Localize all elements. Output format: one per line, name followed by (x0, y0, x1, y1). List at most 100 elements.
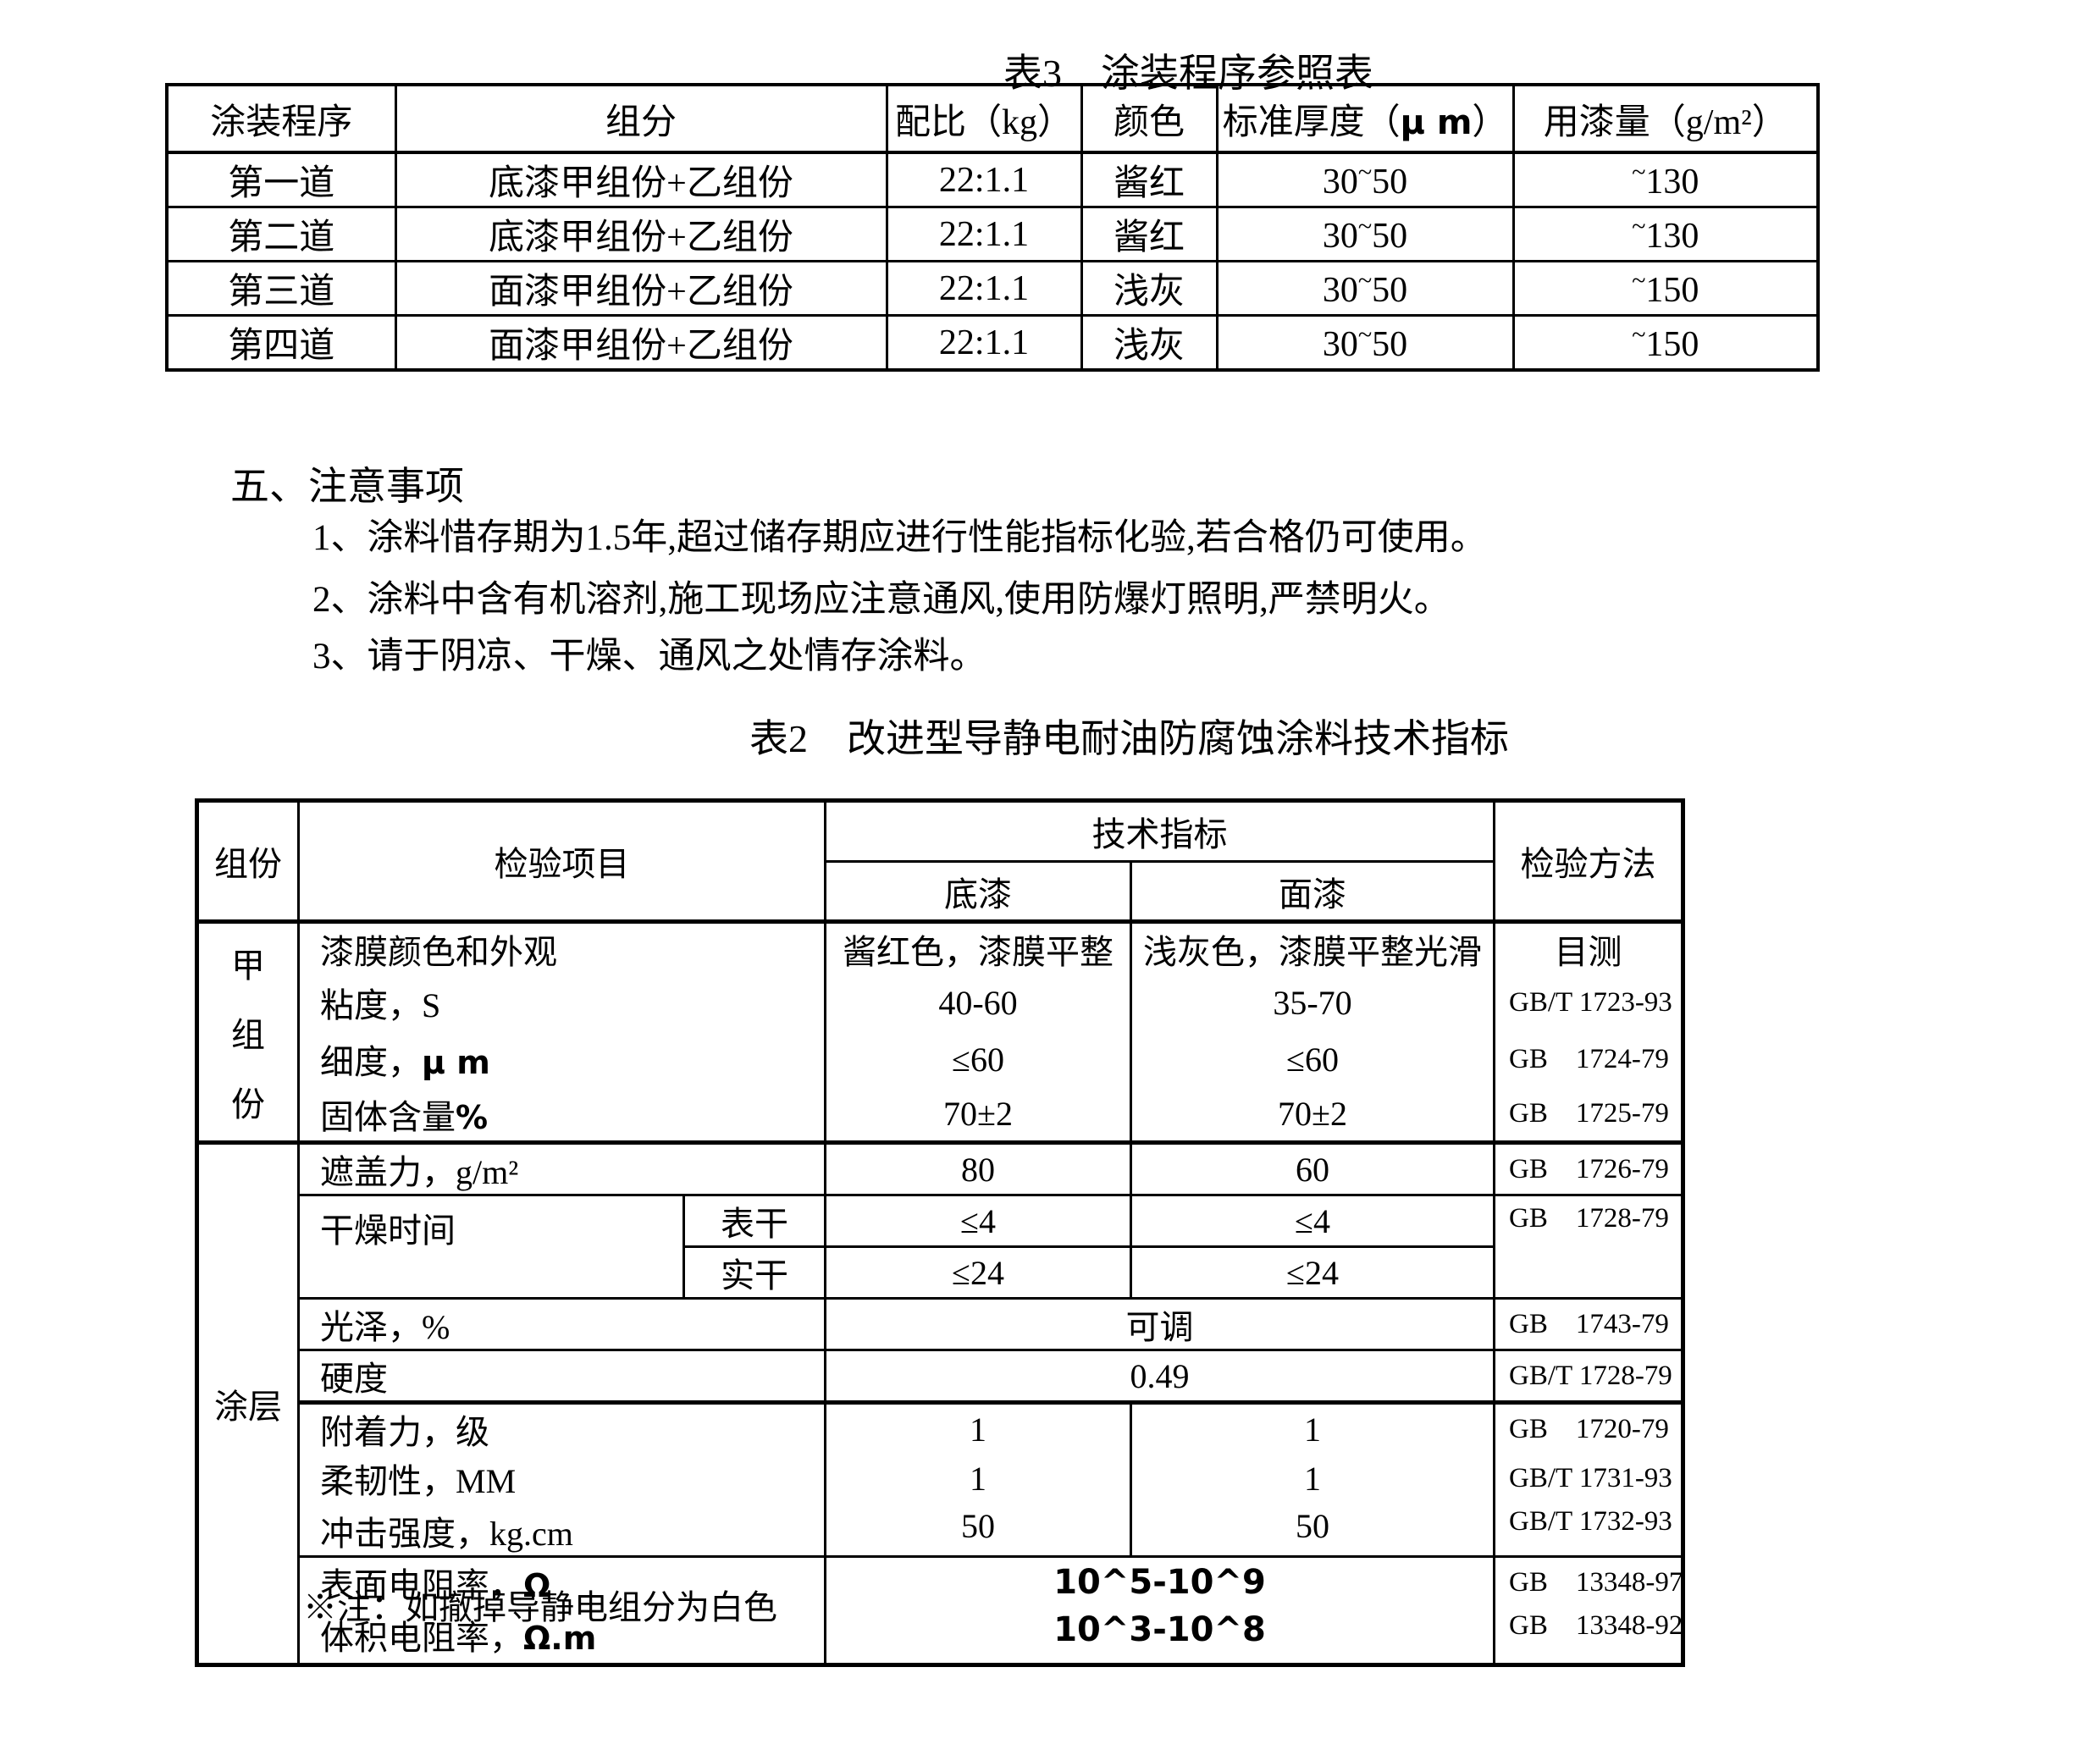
t2-primer-value: 40-60 (824, 974, 1131, 1031)
t2-method: GB 1725-79 (1493, 1087, 1683, 1143)
t3-cell-component: 底漆甲组份+乙组份 (394, 151, 888, 208)
t2-shared-value: 0.49 (824, 1349, 1495, 1403)
t2-item: 柔韧性，MM (297, 1454, 826, 1503)
tilde-mark: ~ (1632, 212, 1646, 240)
t2-header-method: 检验方法 (1493, 799, 1683, 922)
table-row: 附着力，级 1 1 GB 1720-79 (197, 1400, 1683, 1454)
table-row: 干燥时间 表干 ≤4 ≤4 GB 1728-79 (197, 1194, 1683, 1299)
table-row: 涂层 遮盖力，g/m² 80 60 GB 1726-79 (196, 1140, 1683, 1664)
t3-cell-ratio: 22:1.1 (885, 151, 1083, 208)
t2-shared-value: 可调 (824, 1297, 1495, 1350)
table-row: 细度，μ m ≤60 ≤60 GB 1724-79 (197, 1030, 1683, 1088)
t2-item: 冲击强度，kg.cm (297, 1503, 826, 1557)
t3-header-ratio: 配比（kg） (885, 83, 1083, 154)
t2-primer-value: ≤4 (824, 1194, 1131, 1247)
table2-title: 表2 改进型导静电耐油防腐蚀涂料技术指标 (749, 717, 1509, 760)
t2-item: 表面电阻率，Ω (297, 1555, 826, 1607)
note-item-1: 1、涂料惜存期为1.5年,超过储存期应进行性能指标化验,若合格仍可使用。 (312, 518, 1487, 558)
t3-cell-amount: ~150 (1511, 260, 1820, 317)
t2-item: 光泽，% (297, 1297, 826, 1350)
table-row: 甲 组 份 漆膜颜色和外观 酱红色，漆膜平整 浅灰色，漆膜平整光滑 目测 (196, 919, 1683, 1143)
t2-method: GB 1728-79 (1493, 1194, 1683, 1299)
t2-item: 体积电阻率，Ω.m (297, 1607, 826, 1664)
t2-primer-value: ≤24 (824, 1245, 1131, 1299)
t2-topcoat-value: 50 (1130, 1503, 1495, 1557)
t2-method: GB/T 1728-79 (1493, 1349, 1683, 1403)
t3-cell-amount: ~150 (1511, 314, 1820, 372)
t2-primer-value: 70±2 (824, 1087, 1131, 1143)
t2-method: GB 13348-97 (1493, 1555, 1683, 1607)
t2-primer-value: 1 (824, 1400, 1131, 1454)
table-row: 表面电阻率，Ω 10^5-10^9 GB 13348-97 (197, 1555, 1683, 1607)
table-row: 体积电阻率，Ω.m 10^3-10^8 GB 13348-92 (197, 1607, 1683, 1664)
t2-primer-value: 1 (824, 1454, 1131, 1503)
t3-cell-thickness: 30~50 (1215, 260, 1515, 317)
t2-method: GB 1743-79 (1493, 1297, 1683, 1350)
t2-topcoat-value: 70±2 (1130, 1087, 1495, 1143)
t3-cell-thickness: 30~50 (1215, 151, 1515, 208)
table-row: 光泽，% 可调 GB 1743-79 (197, 1297, 1683, 1350)
table-row: 第二道 底漆甲组份+乙组份 22:1.1 酱红 30~50 ~130 (165, 206, 1820, 262)
t3-cell-procedure: 第三道 (165, 260, 397, 317)
micron-unit: μ m (1400, 102, 1473, 142)
t2-sublabel-hard-dry: 实干 (682, 1245, 826, 1299)
t3-header-color: 颜色 (1080, 83, 1219, 154)
t2-primer-value: 80 (824, 1140, 1131, 1195)
t2-topcoat-value: ≤4 (1130, 1194, 1495, 1247)
t2-topcoat-value: 1 (1130, 1400, 1495, 1454)
group-a-label: 甲 组 份 (196, 919, 299, 1143)
t2-sublabel-surface-dry: 表干 (682, 1194, 826, 1247)
t3-cell-ratio: 22:1.1 (885, 206, 1083, 262)
tilde-mark: ~ (1632, 266, 1646, 295)
t3-cell-component: 面漆甲组份+乙组份 (394, 314, 888, 372)
micron-unit: μ m (422, 1044, 490, 1081)
percent-unit: % (456, 1098, 489, 1136)
t3-cell-ratio: 22:1.1 (885, 260, 1083, 317)
table-row: 冲击强度，kg.cm 50 50 GB/T 1732-93 (197, 1503, 1683, 1557)
t2-header-topcoat: 面漆 (1130, 860, 1495, 922)
t3-cell-color: 酱红 (1080, 206, 1219, 262)
t3-header-amount: 用漆量（g/m²） (1511, 83, 1820, 154)
table-row: 硬度 0.49 GB/T 1728-79 (197, 1349, 1683, 1403)
thickness-label-pre: 标准厚度（ (1222, 102, 1401, 142)
t2-method: 目测 (1493, 919, 1683, 974)
note-item-3: 3、请于阴凉、干燥、通风之处情存涂料。 (312, 637, 986, 676)
t3-header-component: 组分 (394, 83, 888, 154)
t3-header-procedure: 涂装程序 (165, 83, 397, 154)
table-header-row: 组份 检验项目 技术指标 检验方法 (196, 799, 1683, 922)
t2-method: GB 13348-92 (1493, 1607, 1683, 1664)
t2-item: 固体含量% (297, 1087, 826, 1143)
tilde-mark: ~ (1632, 320, 1646, 349)
table-row: 柔韧性，MM 1 1 GB/T 1731-93 (197, 1454, 1683, 1503)
t2-topcoat-value: 1 (1130, 1454, 1495, 1503)
tilde-mark: ~ (1357, 157, 1373, 186)
table-row: 实干 ≤24 ≤24 (197, 1245, 1683, 1299)
t2-topcoat-value: ≤60 (1130, 1030, 1495, 1088)
table-row: 粘度，S 40-60 35-70 GB/T 1723-93 (197, 974, 1683, 1031)
table-row: 第四道 面漆甲组份+乙组份 22:1.1 浅灰 30~50 ~150 (165, 314, 1820, 372)
t3-cell-amount: ~130 (1511, 151, 1820, 208)
group-a-char: 份 (231, 1085, 265, 1123)
t3-header-thickness: 标准厚度（μ m） (1215, 83, 1515, 154)
tilde-mark: ~ (1632, 157, 1646, 186)
t2-method: GB/T 1723-93 (1493, 974, 1683, 1031)
ohm-meter-unit: Ω.m (523, 1620, 597, 1657)
t2-topcoat-value: 35-70 (1130, 974, 1495, 1031)
t2-method: GB 1726-79 (1493, 1140, 1683, 1195)
t3-cell-ratio: 22:1.1 (885, 314, 1083, 372)
tilde-mark: ~ (1357, 266, 1373, 295)
t2-primer-value: 50 (824, 1503, 1131, 1557)
tilde-mark: ~ (1357, 212, 1373, 240)
technical-index-table: 组份 检验项目 技术指标 检验方法 底漆 面漆 甲 组 份 漆膜颜色和外观 酱红… (195, 798, 1685, 1667)
table-row: 固体含量% 70±2 70±2 GB 1725-79 (197, 1087, 1683, 1143)
t2-topcoat-value: 60 (1130, 1140, 1495, 1195)
t2-method: GB/T 1732-93 (1493, 1503, 1683, 1557)
t3-cell-procedure: 第四道 (165, 314, 397, 372)
table-row: 第一道 底漆甲组份+乙组份 22:1.1 酱红 30~50 ~130 (165, 151, 1820, 208)
table-header-subrow: 底漆 面漆 (197, 860, 1683, 922)
t2-item: 附着力，级 (297, 1400, 826, 1454)
ohm-unit: Ω (523, 1567, 551, 1604)
t2-item: 细度，μ m (297, 1030, 826, 1088)
group-a-char: 甲 (231, 947, 265, 985)
